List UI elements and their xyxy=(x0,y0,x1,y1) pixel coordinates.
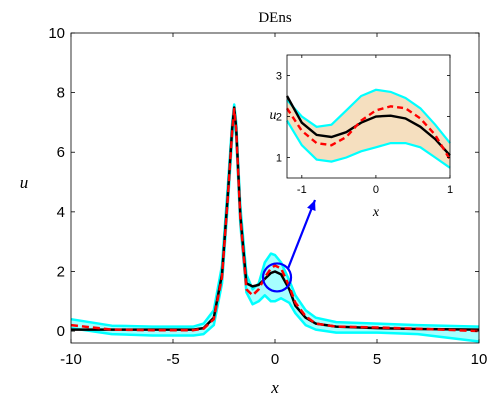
x-tick-label: 10 xyxy=(471,351,488,368)
y-axis-label: u xyxy=(20,173,29,192)
y-tick-label: 6 xyxy=(57,144,65,161)
dashed-line-series-2 xyxy=(70,107,480,333)
y-tick-label: 2 xyxy=(57,263,65,280)
inset-ticks xyxy=(287,55,451,178)
inset-x-tick-label: -1 xyxy=(297,184,307,196)
inset-y-tick-label: 1 xyxy=(276,153,282,165)
y-tick-label: 0 xyxy=(57,323,65,340)
lines-layer xyxy=(70,106,480,333)
x-tick-label: -10 xyxy=(60,351,82,368)
inset-y-tick-label: 3 xyxy=(276,71,282,83)
main-ticks xyxy=(70,32,480,343)
inset-band-fill xyxy=(287,89,450,168)
inset-y-tick-label: 2 xyxy=(276,112,282,124)
inset-solid-line xyxy=(285,95,451,157)
zoom-annotation xyxy=(261,199,317,293)
inset-lines-layer xyxy=(285,95,452,161)
y-tick-label: 10 xyxy=(48,25,65,42)
x-tick-label: 5 xyxy=(373,351,381,368)
inset-band-lower xyxy=(286,120,451,169)
band-lower-line xyxy=(70,115,480,343)
inset-x-axis-label: x xyxy=(372,205,380,220)
inset-plot: -1 0 1 1 2 3 xyxy=(276,54,453,197)
chart-title: DEns xyxy=(258,10,291,26)
inset-dashed-line xyxy=(285,105,452,161)
band-upper-line xyxy=(70,103,480,328)
x-tick-label: -5 xyxy=(166,351,179,368)
zoom-arrow-shaft xyxy=(287,199,317,269)
y-tick-label: 4 xyxy=(57,204,65,221)
y-tick-label: 8 xyxy=(57,85,65,102)
inset-tick-labels: -1 0 1 1 2 3 xyxy=(276,71,453,197)
inset-x-tick-label: 0 xyxy=(373,184,379,196)
x-tick-label: 0 xyxy=(271,351,279,368)
zoom-circle xyxy=(261,262,293,293)
zoom-arrow-head xyxy=(307,200,316,211)
band-layer xyxy=(70,103,480,343)
inset-band-upper xyxy=(286,88,451,144)
inset-x-tick-label: 1 xyxy=(447,184,453,196)
x-axis-label: x xyxy=(270,378,279,397)
inset-band-layer xyxy=(286,88,451,169)
band-fill-series-0 xyxy=(71,104,479,342)
inset-y-axis-label: u xyxy=(270,108,277,123)
